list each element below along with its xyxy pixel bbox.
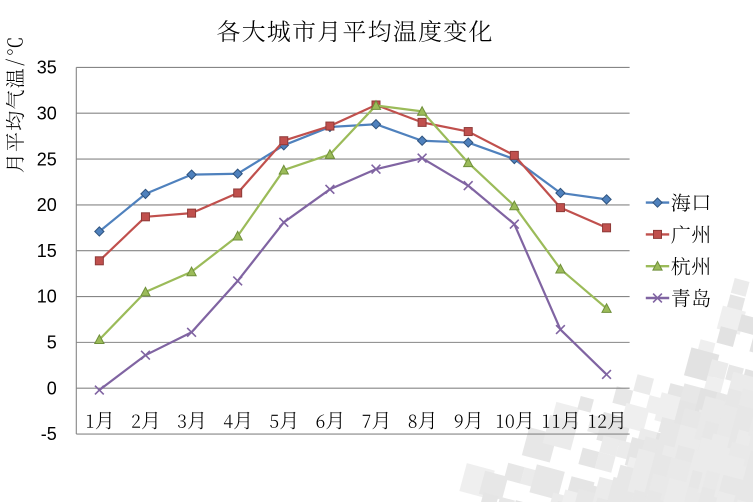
svg-text:20: 20 xyxy=(37,195,57,215)
svg-text:-5: -5 xyxy=(41,424,57,444)
svg-text:25: 25 xyxy=(37,149,57,169)
svg-text:15: 15 xyxy=(37,241,57,261)
svg-text:35: 35 xyxy=(37,58,57,78)
svg-text:30: 30 xyxy=(37,103,57,123)
svg-text:0: 0 xyxy=(47,378,57,398)
svg-text:5: 5 xyxy=(47,333,57,353)
svg-text:10: 10 xyxy=(37,287,57,307)
